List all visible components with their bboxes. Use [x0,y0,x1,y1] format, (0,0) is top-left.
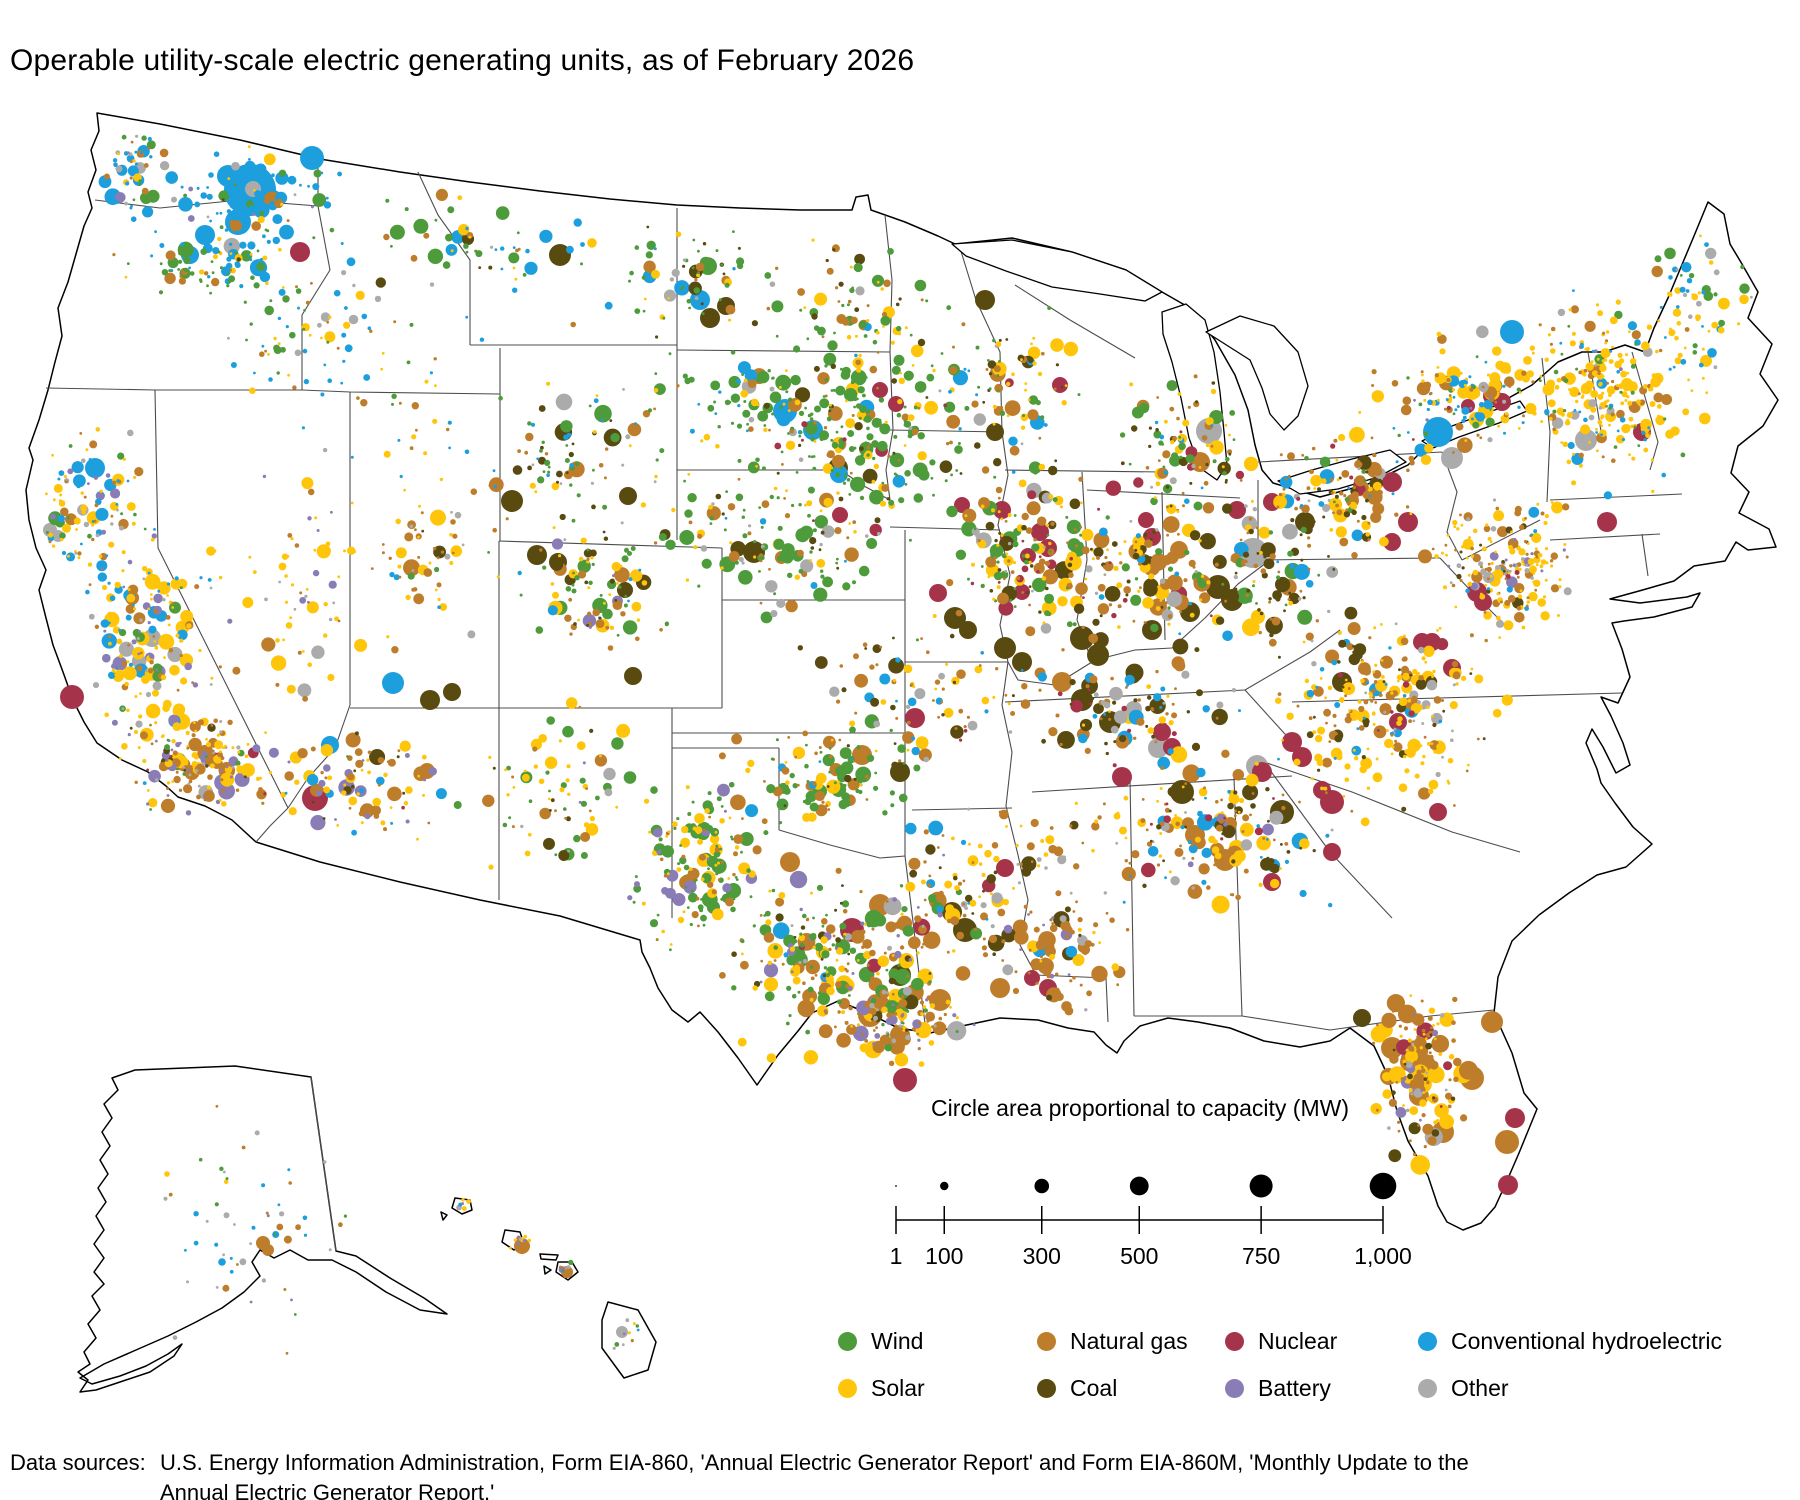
legend-label: Other [1451,1375,1509,1401]
legend-item-nuclear: Nuclear [1225,1328,1418,1355]
size-legend-circle [895,1185,897,1187]
nuclear-swatch-icon [1225,1332,1244,1351]
data-sources-label: Data sources: [10,1450,146,1475]
solar-swatch-icon [838,1379,857,1398]
size-legend: 1 100 300 500 750 1,000 [890,1172,1412,1269]
battery-swatch-icon [1225,1379,1244,1398]
legend-item-coal: Coal [1037,1375,1225,1402]
fuel-legend-row: Solar Coal Battery Other [838,1365,1578,1412]
legend-item-wind: Wind [838,1328,1037,1355]
size-legend-circle [1369,1172,1397,1200]
fuel-legend: Wind Natural gas Nuclear Conventional hydro… [838,1318,1722,1412]
size-legend-title: Circle area proportional to capacity (MW… [931,1095,1349,1121]
alaska-outline [77,1065,448,1393]
size-legend-circle [1034,1178,1050,1194]
size-legend-tick-label: 100 [925,1243,963,1269]
hawaii-niihau [440,1211,448,1221]
hawaii-molokai [539,1253,559,1261]
other-swatch-icon [1418,1379,1437,1398]
generating-unit-dots [43,134,1753,1355]
natural-gas-swatch-icon [1037,1332,1056,1351]
legend-item-natural-gas: Natural gas [1037,1328,1225,1355]
conventional-hydroelectric-swatch-icon [1418,1332,1437,1351]
size-legend-circle [940,1181,949,1191]
size-legend-tick-label: 500 [1120,1243,1158,1269]
size-legend-circle [1129,1176,1149,1196]
lake-superior [951,239,1163,302]
size-legend-tick-label: 750 [1242,1243,1280,1269]
page-title: Operable utility-scale electric generati… [10,44,915,77]
legend-item-conventional-hydroelectric: Conventional hydroelectric [1418,1328,1722,1355]
wind-swatch-icon [838,1332,857,1351]
legend-label: Natural gas [1070,1328,1188,1354]
data-sources-line1: U.S. Energy Information Administration, … [160,1450,1469,1475]
legend-label: Coal [1070,1375,1118,1401]
legend-label: Conventional hydroelectric [1451,1328,1723,1354]
fuel-legend-row: Wind Natural gas Nuclear Conventional hydro… [838,1318,1722,1365]
data-sources: Data sources: U.S. Energy Information Ad… [10,1448,1469,1500]
size-legend-tick-label: 300 [1023,1243,1061,1269]
legend-label: Nuclear [1258,1328,1338,1354]
legend-item-battery: Battery [1225,1375,1418,1402]
legend-item-solar: Solar [838,1375,1037,1402]
data-sources-text: U.S. Energy Information Administration, … [160,1448,1469,1500]
data-sources-line2: Annual Electric Generator Report.' [160,1480,495,1500]
size-legend-tick-label: 1,000 [1354,1243,1412,1269]
us-outline [25,112,1779,1393]
legend-label: Solar [871,1375,925,1401]
size-legend-tick-label: 1 [890,1243,903,1269]
hawaii-lanai [543,1265,552,1275]
size-legend-circle [1249,1174,1273,1198]
legend-label: Wind [871,1328,924,1354]
hawaii-bigisland [601,1301,657,1379]
legend-item-other: Other [1418,1375,1578,1402]
coal-swatch-icon [1037,1379,1056,1398]
legend-label: Battery [1258,1375,1331,1401]
lake-huron [1205,315,1309,431]
